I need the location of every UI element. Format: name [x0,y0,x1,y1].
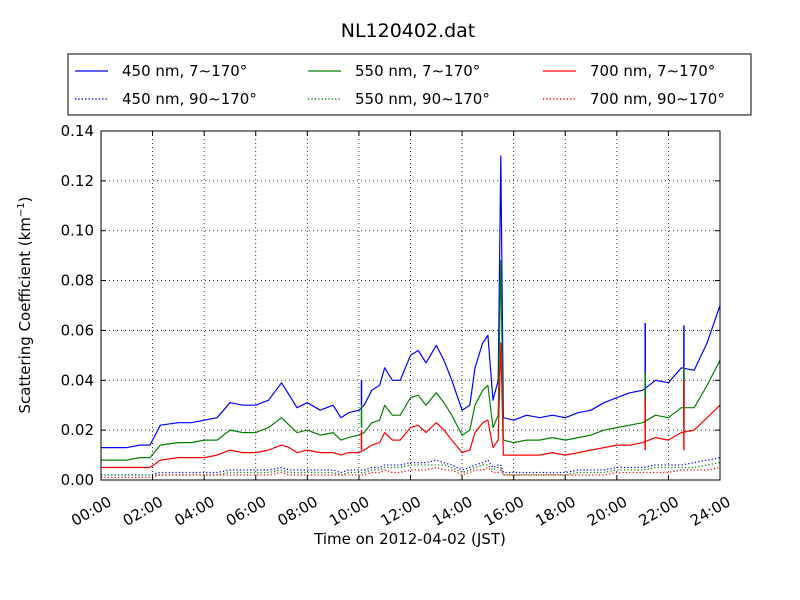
y-axis-label-exponent: −1 [16,202,27,217]
series-line [101,466,721,479]
legend-label: 550 nm, 7∼170° [355,62,480,80]
legend-label: 700 nm, 7∼170° [590,62,715,80]
series-line [101,342,721,469]
y-tick-label: 0.00 [61,471,94,489]
series-line [101,456,721,476]
y-axis-label: Scattering Coefficient (km−1) [16,196,34,413]
y-tick-label: 0.10 [61,222,94,240]
chart-legend: 450 nm, 7∼170° 550 nm, 7∼170° 700 nm, 7∼17… [67,53,752,116]
y-axis-label-close: ) [16,196,34,202]
y-tick-label: 0.12 [61,172,94,190]
legend-label: 550 nm, 90∼170° [355,90,490,108]
y-tick-label: 0.04 [61,371,94,389]
legend-label: 450 nm, 90∼170° [122,90,257,108]
legend-label: 450 nm, 7∼170° [122,62,247,80]
y-tick-label: 0.06 [61,321,94,339]
x-axis-label: Time on 2012-04-02 (JST) [313,530,506,548]
legend-frame [67,53,752,116]
series-line [101,155,721,449]
y-axis-label-main: Scattering Coefficient (km [16,217,34,413]
y-tick-label: 0.02 [61,421,94,439]
chart-title: NL120402.dat [341,20,476,42]
series-line [101,260,721,461]
legend-label: 700 nm, 90∼170° [590,90,725,108]
series-layer [101,155,721,479]
y-tick-label: 0.14 [61,122,94,140]
y-tick-label: 0.08 [61,272,94,290]
plot-area [101,131,720,480]
series-line [101,461,721,476]
